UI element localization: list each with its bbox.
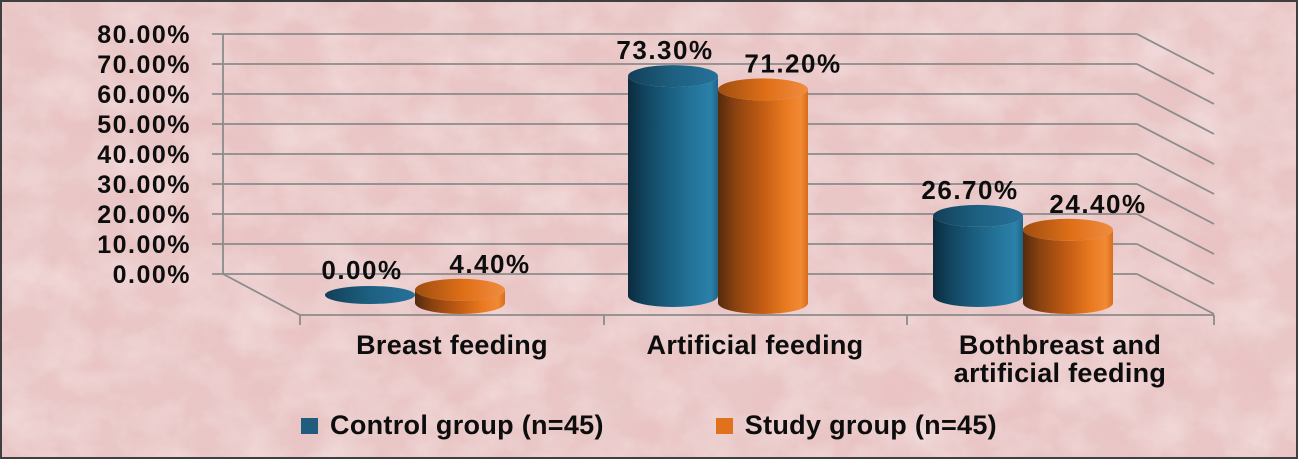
- x-axis-category-label: Bothbreast and: [959, 330, 1161, 360]
- gridline-depth: [1136, 63, 1215, 105]
- gridline-depth: [1136, 243, 1215, 285]
- y-axis-label: 40.00%: [97, 141, 191, 169]
- gridline-depth: [1136, 33, 1215, 75]
- y-axis-label: 20.00%: [97, 201, 191, 229]
- gridline-depth: [1136, 123, 1215, 165]
- gridline-depth: [1136, 273, 1215, 315]
- legend-label-control-group: Control group (n=45): [330, 410, 604, 440]
- y-axis-label: 60.00%: [97, 81, 191, 109]
- cylinder-study-0-top: [415, 278, 505, 301]
- legend: Control group (n=45) Study group (n=45): [2, 410, 1296, 441]
- x-axis-category-label: artificial feeding: [954, 358, 1166, 388]
- x-axis-category-label: Artificial feeding: [647, 330, 864, 360]
- legend-swatch-control-group: [301, 417, 319, 434]
- cylinder-control-0-flat: [325, 286, 415, 304]
- data-label: 73.30%: [616, 35, 713, 65]
- cylinder-control-2-top: [933, 204, 1023, 227]
- cylinder-study-2-top: [1023, 218, 1113, 241]
- data-label: 0.00%: [321, 255, 402, 285]
- y-axis-label: 10.00%: [97, 231, 191, 259]
- cylinder-study-1-top: [718, 78, 808, 101]
- gridline-depth: [1136, 213, 1215, 255]
- y-axis-label: 80.00%: [97, 21, 191, 49]
- gridline-depth: [1136, 93, 1215, 135]
- y-axis-label: 70.00%: [97, 51, 191, 79]
- y-axis-label: 30.00%: [97, 171, 191, 199]
- y-axis-label: 0.00%: [113, 261, 191, 289]
- legend-label-study-group: Study group (n=45): [744, 410, 997, 440]
- cylinder-control-1-top: [628, 65, 718, 88]
- gridline-depth: [1136, 183, 1215, 225]
- cylinder-control-1-body: [628, 76, 718, 307]
- cylinder-study-1-body: [718, 89, 808, 315]
- cylinder-control-2-body: [933, 215, 1023, 307]
- legend-swatch-study-group: [715, 417, 733, 434]
- x-axis-category-label: Breast feeding: [356, 330, 548, 360]
- legend-item-study-group: Study group (n=45): [715, 410, 997, 441]
- data-label: 71.20%: [744, 48, 841, 78]
- cylinder-study-2-body: [1023, 229, 1113, 314]
- legend-item-control-group: Control group (n=45): [301, 410, 604, 441]
- data-label: 24.40%: [1049, 189, 1146, 219]
- floor-depth-edge: [222, 273, 301, 316]
- data-label: 4.40%: [449, 249, 530, 279]
- y-axis-label: 50.00%: [97, 111, 191, 139]
- gridline-depth: [1136, 153, 1215, 195]
- data-label: 26.70%: [921, 175, 1018, 205]
